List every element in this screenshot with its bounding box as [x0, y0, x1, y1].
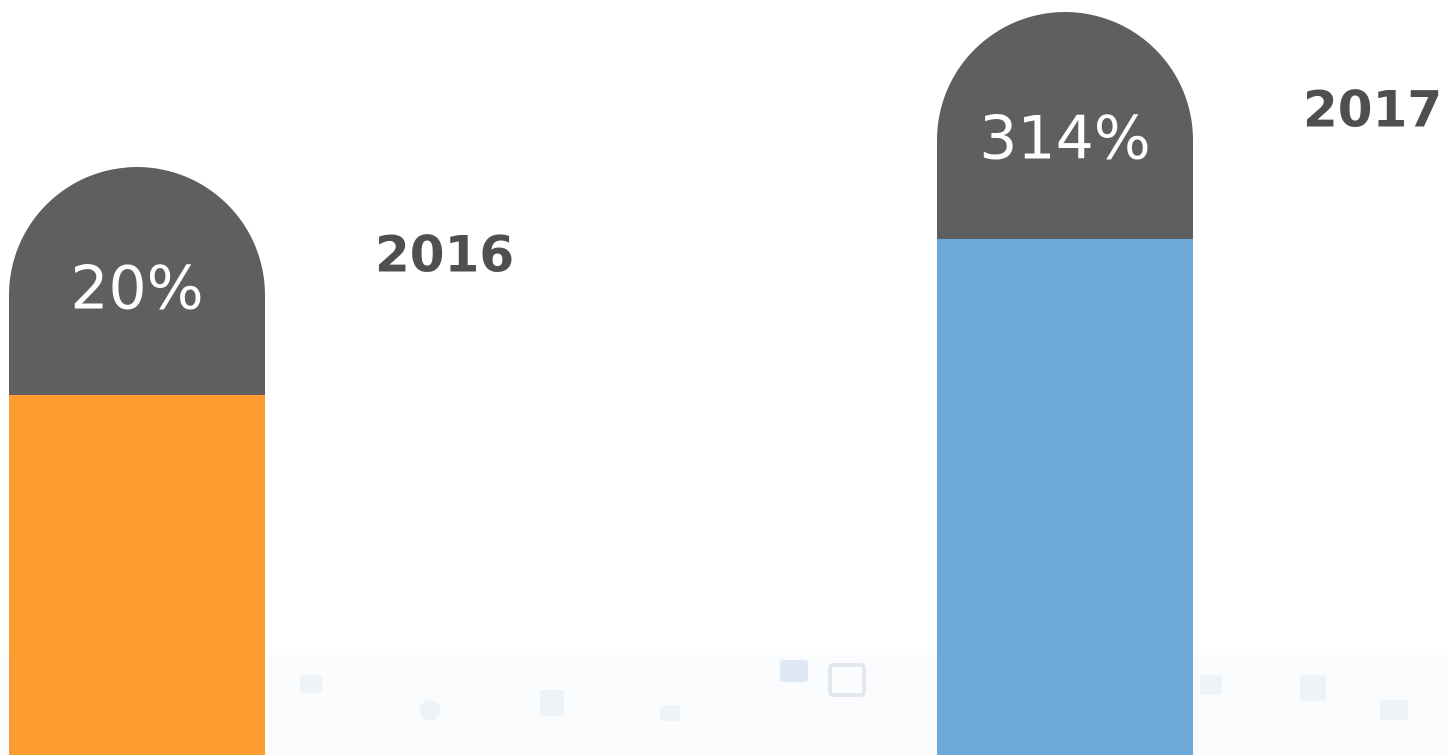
year-label: 2016	[375, 226, 514, 284]
bar	[9, 395, 265, 755]
bar-cap	[9, 167, 265, 395]
bars: 20% 2016 314% 2017	[9, 12, 1442, 755]
year-label: 2017	[1303, 81, 1442, 139]
bar	[937, 239, 1193, 755]
bar-value: 314%	[979, 104, 1151, 174]
bar-value: 20%	[70, 254, 203, 324]
bar-cap	[937, 12, 1193, 239]
